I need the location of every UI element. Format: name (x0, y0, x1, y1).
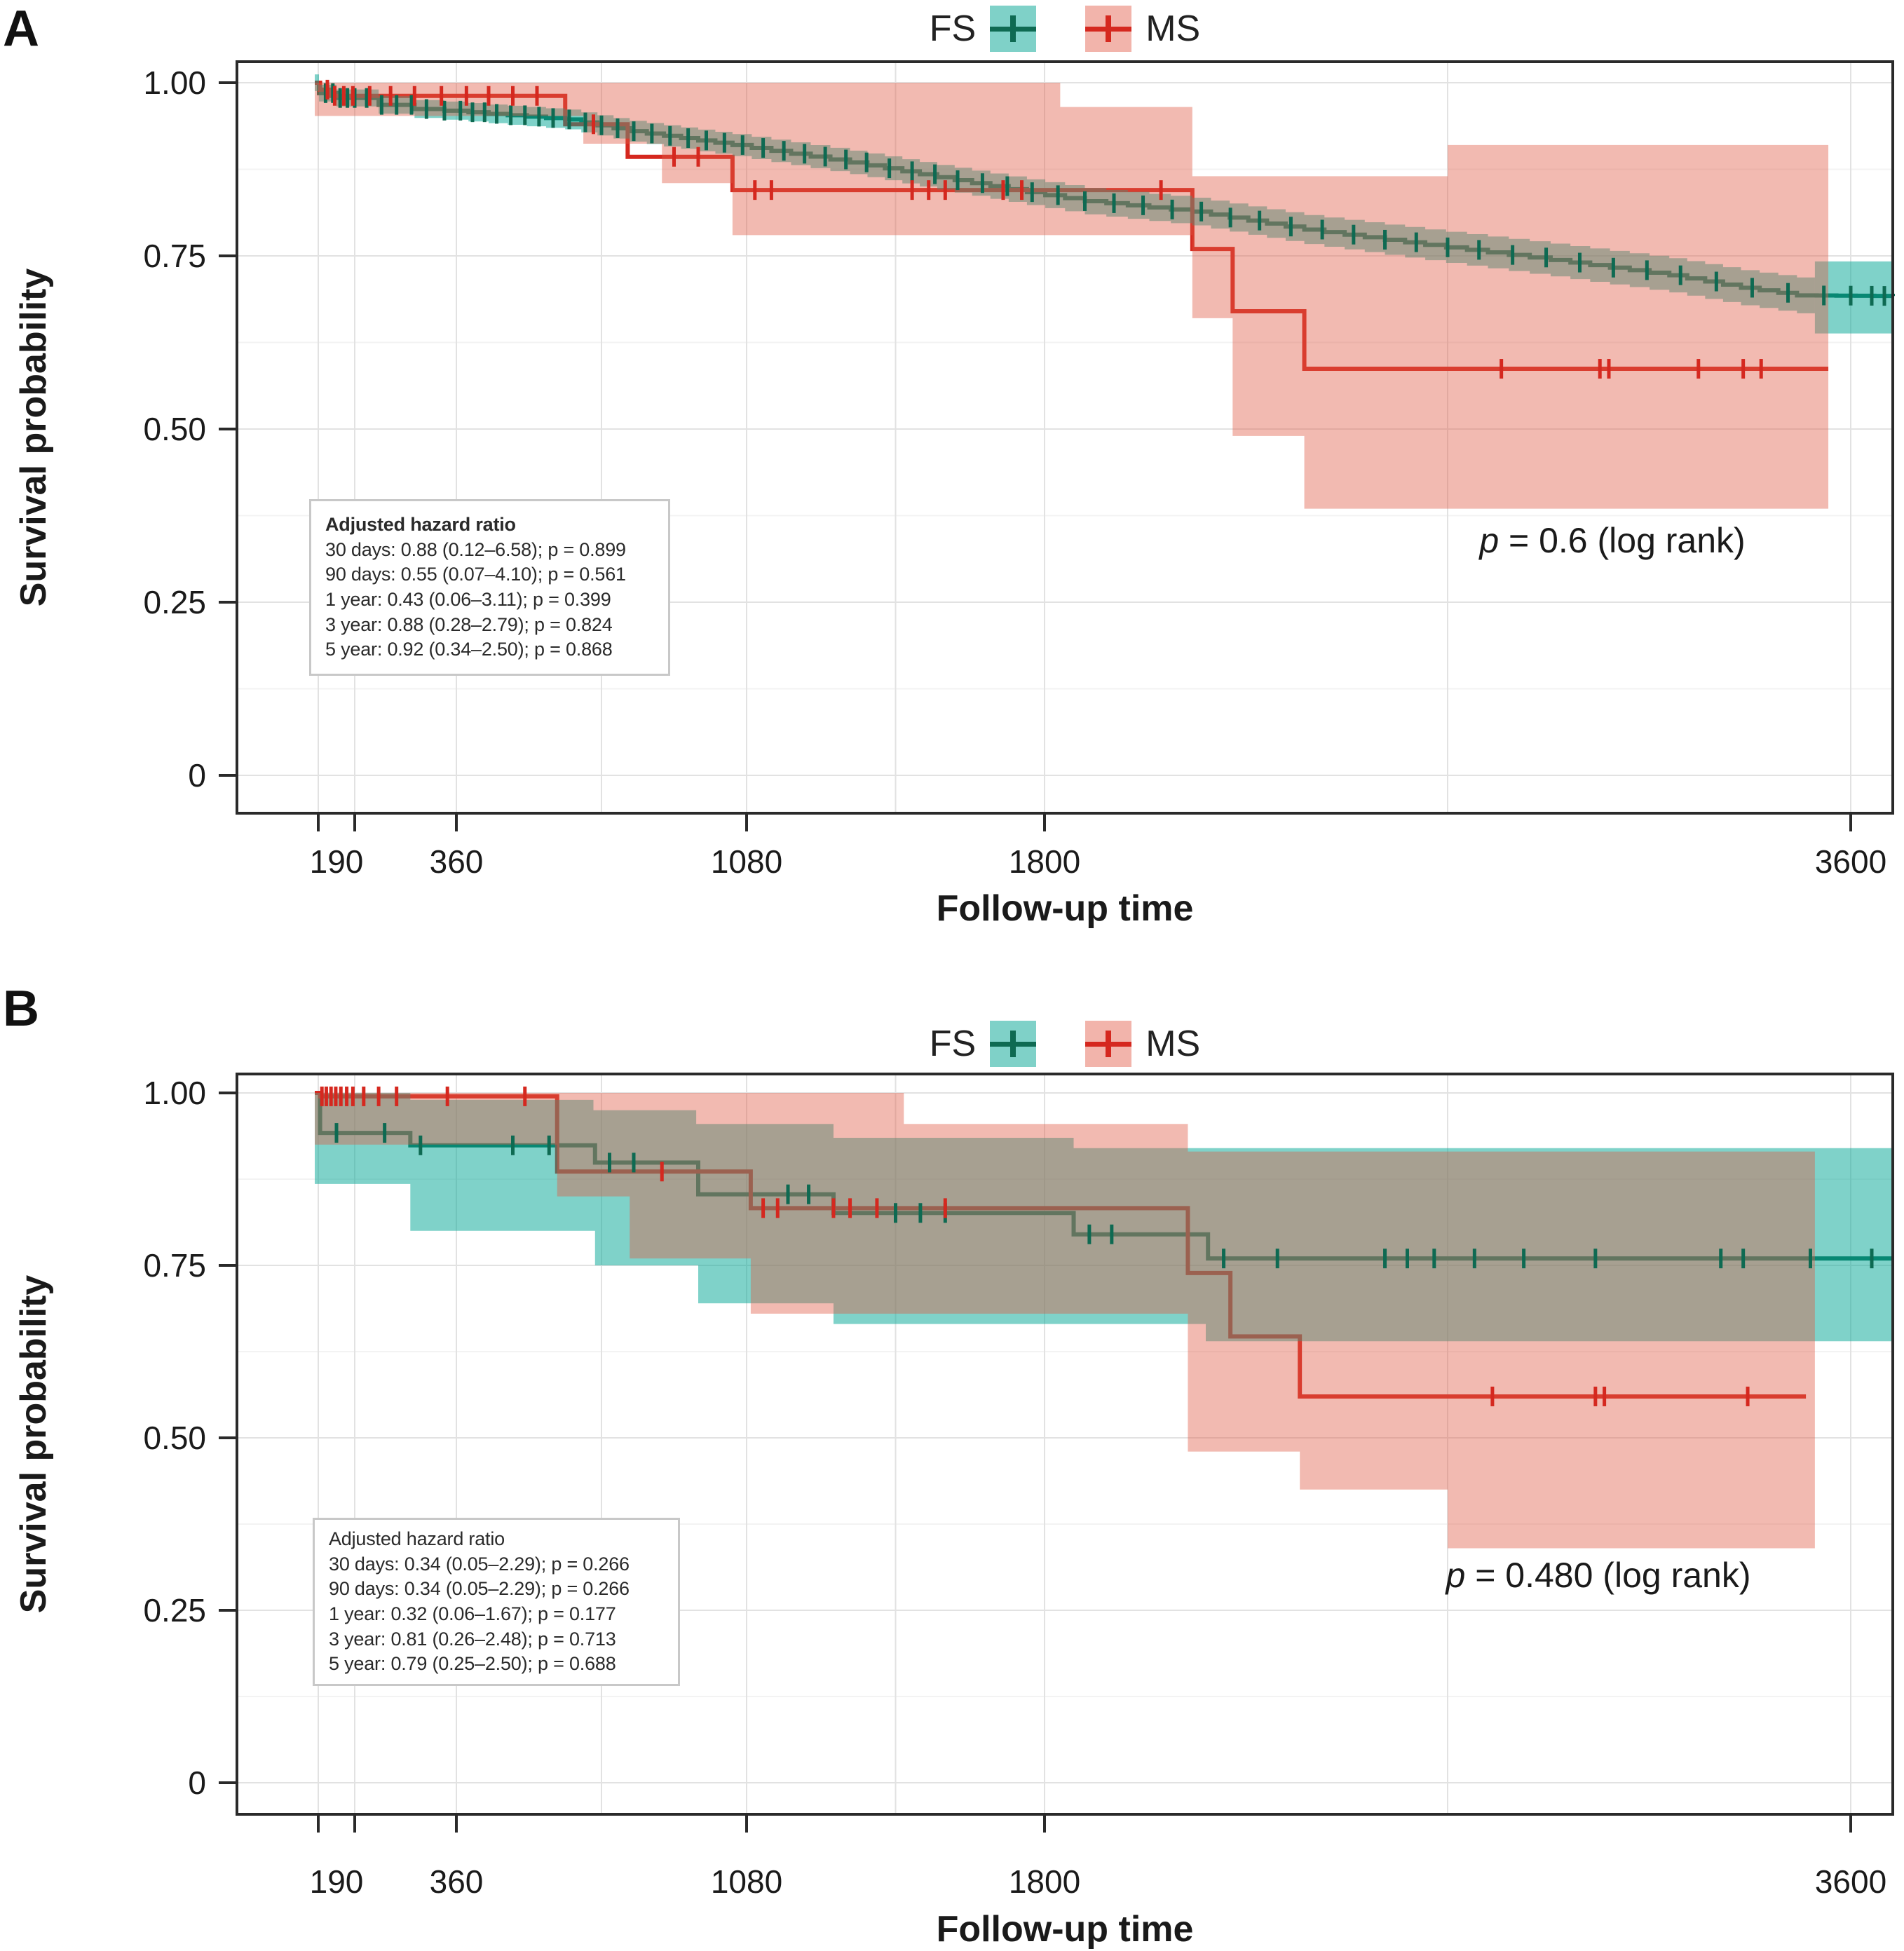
legend-ms-label: MS (1145, 1024, 1201, 1064)
y-tick-label: 0.75 (143, 238, 206, 274)
ci-end-block (1814, 261, 1893, 334)
p-value-annotation-b: p = 0.480 (log rank) (1446, 1556, 1751, 1595)
p-value-annotation-a: p = 0.6 (log rank) (1479, 521, 1746, 560)
panel-b-label: B (3, 981, 39, 1037)
censor-marks-fs (323, 83, 1886, 306)
ci-band-ms (315, 1093, 1815, 1549)
hazard-box-line: 5 year: 0.79 (0.25–2.50); p = 0.688 (329, 1653, 616, 1675)
legend-ms-label: MS (1145, 8, 1201, 49)
y-tick-label: 0.75 (143, 1247, 206, 1284)
ci-band-ms (315, 83, 1829, 509)
hazard-box-line: 5 year: 0.92 (0.34–2.50); p = 0.868 (325, 639, 613, 660)
hazard-box-line: 90 days: 0.55 (0.07–4.10); p = 0.561 (325, 564, 626, 585)
hazard-box-line: 1 year: 0.43 (0.06–3.11); p = 0.399 (325, 588, 611, 610)
ci-band-fs (315, 1093, 1893, 1342)
gridlines (237, 62, 1893, 813)
hazard-box-line: 1 year: 0.32 (0.06–1.67); p = 0.177 (329, 1603, 616, 1624)
legend-panel-a: FS MS (237, 3, 1893, 55)
ms-swatch-icon (1085, 1021, 1132, 1067)
y-tick-label: 1.00 (143, 1075, 206, 1111)
y-tick-label: 0 (188, 1765, 206, 1801)
x-tick-label: 3600 (1815, 843, 1886, 880)
hazard-box-line: 90 days: 0.34 (0.05–2.29); p = 0.266 (329, 1578, 630, 1600)
y-axis-title-b: Survival probability (13, 1274, 54, 1614)
hazard-box-line: 3 year: 0.88 (0.28–2.79); p = 0.824 (325, 613, 613, 635)
x-tick-label: 190 (310, 843, 364, 880)
x-tick-label: 1080 (711, 1863, 782, 1900)
hazard-box-line: 30 days: 0.34 (0.05–2.29); p = 0.266 (329, 1553, 630, 1575)
hazard-box-title-a: Adjusted hazard ratio (325, 514, 516, 535)
x-tick-label: 1800 (1009, 1863, 1080, 1900)
x-tick-label: 360 (430, 1863, 484, 1900)
x-axis-title-b: Follow-up time (936, 1909, 1194, 1950)
axis-ticks (219, 81, 1852, 831)
fs-swatch-icon (990, 6, 1037, 52)
axis-ticks (219, 1092, 1852, 1833)
y-axis-title-a: Survival probability (13, 268, 54, 607)
km-panel: 1.00 0.75 0.50 0.25 0 190 360 1080 1800 3600 (143, 1073, 1894, 1900)
hazard-box-lines-a: 30 days: 0.88 (0.12–6.58); p = 0.899 90 d… (325, 538, 654, 662)
x-axis-title-a: Follow-up time (936, 888, 1194, 929)
y-tick-label: 0.50 (143, 1420, 206, 1456)
hazard-box-title-b: Adjusted hazard ratio (329, 1528, 505, 1549)
plot-border (236, 1073, 1894, 1816)
y-tick-label: 0.25 (143, 584, 206, 620)
y-tick-label: 0 (188, 757, 206, 794)
censor-marks-ms (325, 79, 1763, 379)
hazard-box-lines-b: 30 days: 0.34 (0.05–2.29); p = 0.266 90 d… (329, 1552, 664, 1677)
y-tick-label: 0.50 (143, 411, 206, 447)
legend-fs-label: FS (929, 8, 977, 49)
panel-a-label: A (3, 1, 39, 57)
hazard-ratio-box-a: Adjusted hazard ratio 30 days: 0.88 (0.1… (309, 499, 670, 676)
ms-swatch-icon (1085, 6, 1132, 52)
legend-panel-b: FS MS (237, 1018, 1893, 1070)
km-panel: 1.00 0.75 0.50 0.25 0 190 360 1080 1800 3600 (143, 60, 1895, 880)
plot-border (236, 60, 1894, 815)
censor-marks-ms (320, 1086, 1750, 1406)
fs-swatch-icon (990, 1021, 1037, 1067)
legend-fs-label: FS (929, 1024, 977, 1064)
x-tick-label: 3600 (1815, 1863, 1886, 1900)
hazard-box-line: 3 year: 0.81 (0.26–2.48); p = 0.713 (329, 1628, 616, 1650)
x-tick-label: 1800 (1009, 843, 1080, 880)
hazard-ratio-box-b: Adjusted hazard ratio 30 days: 0.34 (0.0… (313, 1518, 680, 1686)
y-tick-label: 0.25 (143, 1592, 206, 1629)
censor-marks-fs (334, 1123, 1874, 1269)
x-tick-label: 360 (430, 843, 484, 880)
x-tick-label: 190 (310, 1863, 364, 1900)
hazard-box-line: 30 days: 0.88 (0.12–6.58); p = 0.899 (325, 538, 626, 560)
y-tick-label: 1.00 (143, 64, 206, 101)
x-tick-label: 1080 (711, 843, 782, 880)
